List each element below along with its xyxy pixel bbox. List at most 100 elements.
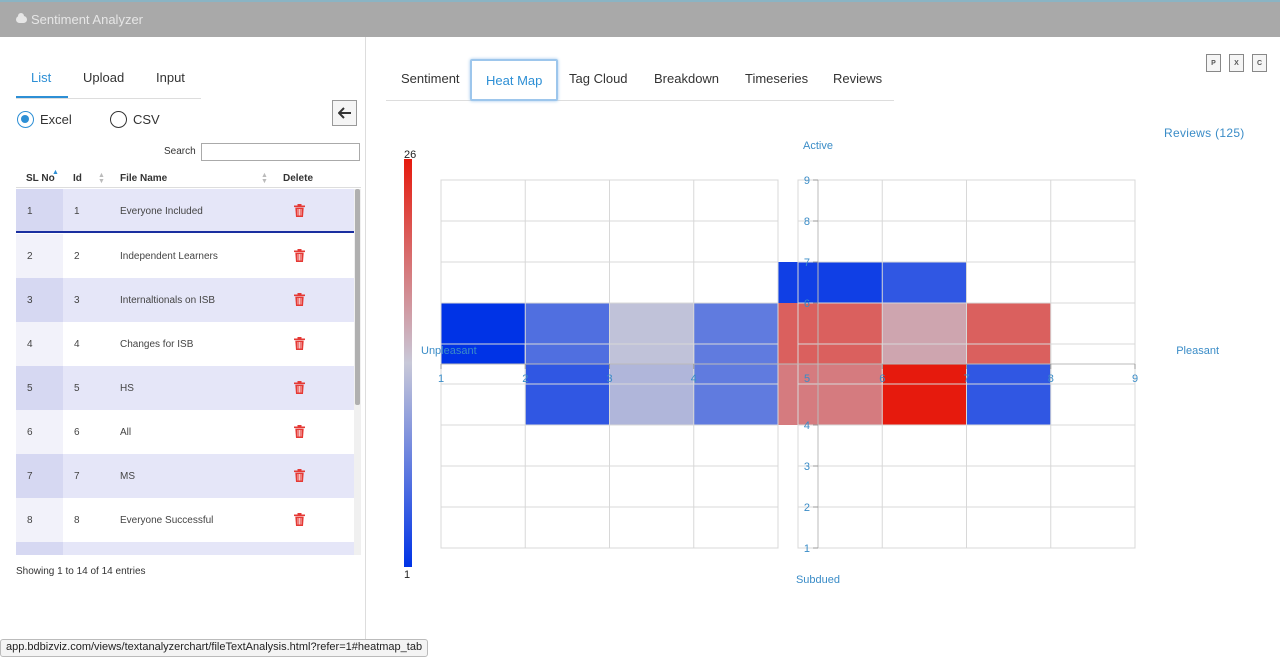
heatmap-cell [609, 364, 694, 425]
excel-icon[interactable]: X [1229, 54, 1244, 72]
trash-icon[interactable] [294, 513, 305, 526]
row-file-name: Everyone Successful [120, 515, 214, 526]
heatmap-cell [693, 303, 778, 364]
x-tick-label: 1 [438, 373, 444, 385]
trash-icon[interactable] [294, 204, 305, 217]
tab-input[interactable]: Input [156, 70, 185, 85]
trash-icon[interactable] [294, 293, 305, 306]
table-row[interactable]: 8 8 Everyone Successful [16, 498, 354, 542]
chart-tabs: Sentiment Heat Map Tag Cloud Breakdown T… [386, 59, 894, 101]
trash-icon[interactable] [294, 337, 305, 350]
reviews-count-link[interactable]: Reviews (125) [1164, 126, 1245, 140]
table-row[interactable]: 7 7 MS [16, 454, 354, 498]
y-tick-label: 1 [804, 543, 810, 555]
active-tab-indicator [16, 96, 68, 98]
y-tick-label: 9 [804, 175, 810, 187]
row-file-name: MS [120, 471, 135, 482]
col-file-name[interactable]: File Name [120, 173, 168, 184]
tab-reviews[interactable]: Reviews [833, 71, 883, 86]
table-info: Showing 1 to 14 of 14 entries [16, 566, 146, 577]
radio-csv[interactable]: CSV [110, 111, 160, 128]
radio-excel-circle[interactable] [17, 111, 34, 128]
row-file-name: Internaltionals on ISB [120, 295, 216, 306]
col-delete: Delete [283, 173, 314, 184]
table-row[interactable]: 2 2 Independent Learners [16, 234, 354, 278]
x-tick-label: 8 [1048, 373, 1054, 385]
table-row-partial[interactable] [16, 542, 354, 555]
left-tabs: List Upload Input [16, 70, 201, 99]
x-tick-label: 5 [804, 373, 810, 385]
tab-tag-cloud[interactable]: Tag Cloud [569, 71, 628, 86]
search-label: Search [164, 146, 196, 157]
collapse-button[interactable] [332, 100, 357, 126]
tab-timeseries[interactable]: Timeseries [745, 71, 809, 86]
col-sl-no[interactable]: SL No [26, 173, 55, 184]
table-row[interactable]: 5 5 HS [16, 366, 354, 410]
search-input[interactable] [201, 143, 360, 161]
table-row[interactable]: 1 1 Everyone Included [16, 189, 354, 233]
table-row[interactable]: 4 4 Changes for ISB [16, 322, 354, 366]
heatmap-cell [693, 364, 778, 425]
table-row[interactable]: 6 6 All [16, 410, 354, 454]
row-sl: 3 [27, 295, 33, 306]
table-row[interactable]: 3 3 Internaltionals on ISB [16, 278, 354, 322]
color-scale-min-label: 1 [404, 569, 410, 581]
y-tick-label: 8 [804, 216, 810, 228]
row-sl: 1 [27, 206, 33, 217]
file-list-panel: List Upload Input Excel CSV Search SL No… [0, 37, 366, 657]
y-tick-label: 6 [804, 298, 810, 310]
row-id: 8 [74, 515, 80, 526]
heatmap-cell [778, 303, 883, 364]
tab-heat-map[interactable]: Heat Map [470, 59, 559, 101]
sort-icon[interactable]: ▲ ▼ [98, 172, 105, 185]
row-sl: 6 [27, 427, 33, 438]
app-header: Sentiment Analyzer [0, 0, 1280, 37]
row-id: 6 [74, 427, 80, 438]
trash-icon[interactable] [294, 469, 305, 482]
tab-breakdown[interactable]: Breakdown [654, 71, 720, 86]
tab-upload[interactable]: Upload [83, 70, 125, 85]
heatmap-cell [525, 303, 610, 364]
csv-icon[interactable]: C [1252, 54, 1267, 72]
sort-asc-icon[interactable]: ▲ [52, 169, 59, 176]
trash-icon[interactable] [294, 381, 305, 394]
heatmap-cell [966, 303, 1051, 364]
heatmap-cell [441, 303, 526, 364]
row-sl: 8 [27, 515, 33, 526]
app-title: Sentiment Analyzer [16, 12, 143, 27]
y-axis-bottom-label: Subdued [796, 574, 840, 586]
row-id: 2 [74, 251, 80, 262]
radio-excel-label: Excel [40, 112, 72, 127]
row-id: 5 [74, 383, 80, 394]
status-bar-url: app.bdbizviz.com/views/textanalyzerchart… [0, 639, 429, 657]
heatmap-cell [525, 364, 610, 425]
y-axis-top-label: Active [803, 140, 833, 152]
row-id: 1 [74, 206, 80, 217]
quadrant-frame [440, 179, 779, 385]
heatmap-cell [778, 262, 883, 303]
tab-sentiment[interactable]: Sentiment [401, 71, 460, 86]
trash-icon[interactable] [294, 425, 305, 438]
cloud-icon [16, 13, 27, 23]
radio-csv-label: CSV [133, 112, 160, 127]
row-sl: 2 [27, 251, 33, 262]
app-title-text: Sentiment Analyzer [31, 12, 144, 27]
pdf-icon[interactable]: P [1206, 54, 1221, 72]
color-scale-bar [404, 159, 412, 567]
row-sl: 4 [27, 339, 33, 350]
col-id[interactable]: Id [73, 173, 82, 184]
arrow-left-icon [337, 107, 351, 119]
heatmap-cell [882, 303, 967, 364]
x-tick-label: 3 [606, 373, 612, 385]
x-tick-label: 7 [963, 373, 969, 385]
trash-icon[interactable] [294, 249, 305, 262]
x-axis-left-label: Unpleasant [421, 345, 477, 357]
radio-excel[interactable]: Excel [17, 111, 72, 128]
x-tick-label: 6 [879, 373, 885, 385]
sort-icon[interactable]: ▲ ▼ [261, 172, 268, 185]
tab-list[interactable]: List [31, 70, 52, 85]
scrollbar-thumb[interactable] [355, 189, 360, 405]
quadrant-frame [797, 343, 1136, 549]
heatmap-cell [966, 364, 1051, 425]
radio-csv-circle[interactable] [110, 111, 127, 128]
